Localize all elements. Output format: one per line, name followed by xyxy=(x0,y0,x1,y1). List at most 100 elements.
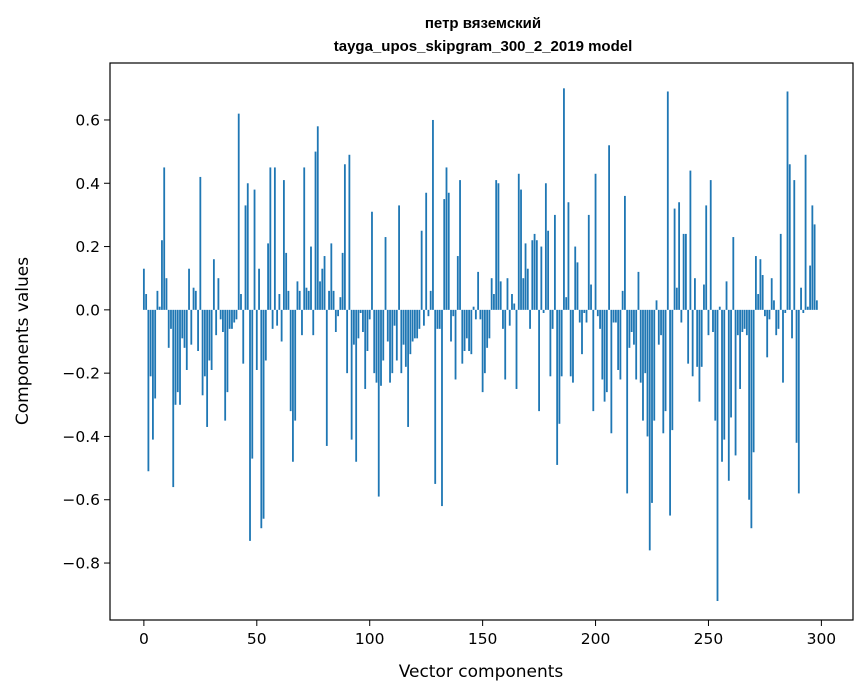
y-tick-label: −0.2 xyxy=(62,365,100,383)
bar-43 xyxy=(240,294,242,310)
bar-131 xyxy=(438,309,441,329)
bar-159 xyxy=(502,309,504,329)
bar-253 xyxy=(714,309,717,421)
bar-99 xyxy=(366,309,369,351)
bar-68 xyxy=(296,281,299,310)
y-axis-label: Components values xyxy=(13,257,33,425)
bar-4 xyxy=(152,309,154,440)
bar-233 xyxy=(669,309,671,516)
bar-250 xyxy=(707,309,710,336)
bar-272 xyxy=(757,294,760,310)
bar-145 xyxy=(470,309,473,355)
bar-208 xyxy=(612,309,615,323)
bar-69 xyxy=(298,290,301,310)
bar-154 xyxy=(490,278,493,310)
bar-114 xyxy=(400,309,403,374)
bar-137 xyxy=(452,309,455,317)
bar-48 xyxy=(251,309,254,459)
bar-34 xyxy=(219,309,222,320)
bar-252 xyxy=(712,309,714,332)
bar-50 xyxy=(255,309,258,370)
bar-279 xyxy=(773,300,775,310)
bar-194 xyxy=(581,309,583,355)
bar-59 xyxy=(276,309,279,326)
bar-97 xyxy=(362,309,364,332)
bar-104 xyxy=(377,309,380,497)
bar-256 xyxy=(721,309,723,462)
bar-19 xyxy=(185,309,188,370)
x-tick-label: 150 xyxy=(468,630,498,648)
bar-281 xyxy=(777,309,780,329)
bar-200 xyxy=(594,173,597,310)
bar-5 xyxy=(154,309,157,399)
bar-151 xyxy=(483,309,486,374)
bar-249 xyxy=(705,205,708,310)
bar-56 xyxy=(269,167,272,310)
bar-49 xyxy=(253,189,256,310)
bar-17 xyxy=(181,309,184,339)
bar-139 xyxy=(456,256,459,310)
bar-220 xyxy=(639,309,642,383)
bar-223 xyxy=(646,309,649,437)
bar-47 xyxy=(249,309,251,541)
bar-292 xyxy=(802,309,805,314)
bar-128 xyxy=(432,119,434,310)
bar-125 xyxy=(425,192,428,310)
bar-18 xyxy=(183,309,186,348)
bar-7 xyxy=(158,306,161,310)
bar-176 xyxy=(540,246,543,310)
bar-108 xyxy=(386,309,389,342)
bar-93 xyxy=(353,309,355,345)
chart-subtitle: tayga_upos_skipgram_300_2_2019 model xyxy=(334,38,633,55)
bar-246 xyxy=(698,309,701,402)
bar-270 xyxy=(752,309,755,453)
bar-33 xyxy=(217,278,220,310)
bar-229 xyxy=(660,309,662,336)
bar-32 xyxy=(215,309,218,336)
bar-165 xyxy=(515,309,518,389)
bar-40 xyxy=(233,309,236,323)
bar-144 xyxy=(468,309,470,351)
y-axis-ticks: −0.8 −0.6 −0.4 −0.2 0.0 0.2 0.4 0.6 xyxy=(62,111,110,573)
bar-80 xyxy=(323,256,326,310)
bar-236 xyxy=(675,287,678,310)
bar-20 xyxy=(188,268,190,310)
bar-295 xyxy=(809,265,811,310)
bar-275 xyxy=(764,309,766,317)
bar-235 xyxy=(673,208,676,310)
bar-91 xyxy=(348,154,351,310)
bar-171 xyxy=(529,309,531,329)
bar-261 xyxy=(732,237,735,310)
bar-169 xyxy=(524,243,527,310)
bar-75 xyxy=(312,309,315,336)
bar-214 xyxy=(626,309,629,494)
bar-150 xyxy=(481,309,484,393)
bar-188 xyxy=(567,202,570,310)
bar-163 xyxy=(511,294,513,310)
bar-9 xyxy=(163,167,166,310)
bar-1 xyxy=(145,294,148,310)
bar-168 xyxy=(522,278,525,310)
bar-77 xyxy=(316,126,319,310)
bar-190 xyxy=(572,309,574,383)
bar-268 xyxy=(748,309,751,500)
bar-239 xyxy=(682,233,685,310)
bar-12 xyxy=(170,309,172,329)
bar-22 xyxy=(192,287,195,310)
bar-101 xyxy=(371,211,373,310)
bar-54 xyxy=(264,309,267,361)
bar-206 xyxy=(608,145,610,310)
bar-73 xyxy=(307,290,310,310)
bar-157 xyxy=(497,183,500,310)
bar-285 xyxy=(786,91,789,310)
x-tick-label: 250 xyxy=(694,630,724,648)
bar-135 xyxy=(447,192,450,310)
bar-191 xyxy=(574,246,577,310)
bar-247 xyxy=(700,309,703,367)
bar-242 xyxy=(689,170,692,310)
bar-297 xyxy=(813,224,816,310)
bar-189 xyxy=(569,309,572,377)
bar-274 xyxy=(761,275,764,310)
bar-129 xyxy=(434,309,437,484)
